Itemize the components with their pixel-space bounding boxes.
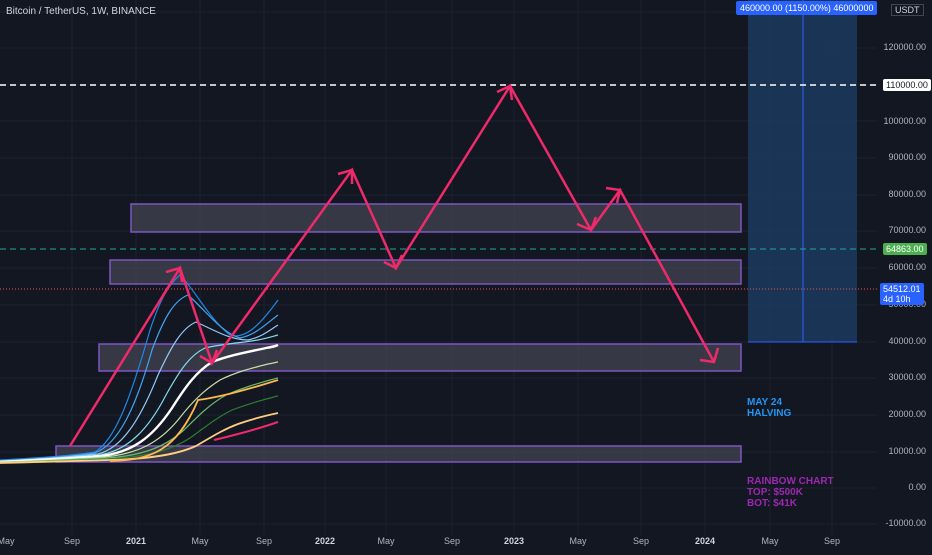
time-tick: May: [0, 536, 15, 546]
current-price-tag: 54512.01 4d 10h: [880, 283, 924, 305]
price-tick: 60000.00: [888, 262, 926, 272]
halving-note[interactable]: MAY 24 HALVING: [747, 397, 791, 419]
price-tick: -10000.00: [885, 518, 926, 528]
time-tick: May: [761, 536, 779, 546]
time-tick: May: [569, 536, 587, 546]
price-tick: 40000.00: [888, 336, 926, 346]
zone-bottom[interactable]: [55, 445, 742, 463]
measure-label: 460000.00 (1150.00%) 46000000: [736, 1, 878, 15]
halving-line-1: MAY 24: [747, 397, 783, 408]
time-tick: Sep: [63, 536, 81, 546]
price-tick: 30000.00: [888, 372, 926, 382]
rainbow-line-2: TOP: $500K: [747, 487, 803, 498]
chart-title: Bitcoin / TetherUS, 1W, BINANCE: [6, 6, 156, 17]
time-tick: 2022: [314, 536, 336, 546]
time-tick: 2023: [503, 536, 525, 546]
level-tag-110k: 110000.00: [883, 79, 931, 91]
price-tick: 120000.00: [883, 42, 926, 52]
price-tick: 20000.00: [888, 409, 926, 419]
rainbow-line-3: BOT: $41K: [747, 498, 798, 509]
time-tick: May: [191, 536, 209, 546]
bar-countdown: 4d 10h: [883, 294, 911, 304]
rainbow-note[interactable]: RAINBOW CHART TOP: $500K BOT: $41K: [747, 476, 834, 509]
current-price-value: 54512.01: [883, 284, 921, 294]
price-tick: 10000.00: [888, 446, 926, 456]
time-tick: Sep: [632, 536, 650, 546]
halving-line-2: HALVING: [747, 408, 792, 419]
zone-middle[interactable]: [109, 259, 742, 285]
time-tick: Sep: [443, 536, 461, 546]
time-tick: 2021: [125, 536, 147, 546]
time-tick: Sep: [255, 536, 273, 546]
arrow-heads: [165, 84, 720, 365]
time-tick: May: [377, 536, 395, 546]
time-tick: Sep: [823, 536, 841, 546]
rainbow-line-1: RAINBOW CHART: [747, 476, 834, 487]
price-tick: 90000.00: [888, 152, 926, 162]
unit-selector[interactable]: USDT: [891, 4, 924, 16]
price-tick: 0.00: [908, 482, 926, 492]
time-tick: 2024: [694, 536, 716, 546]
price-tick: 70000.00: [888, 225, 926, 235]
zone-lower[interactable]: [98, 343, 742, 372]
price-tick: 80000.00: [888, 189, 926, 199]
zone-upper[interactable]: [130, 203, 742, 233]
price-tick: 100000.00: [883, 116, 926, 126]
level-tag-64863: 64863.00: [883, 243, 927, 255]
time-axis[interactable]: May Sep 2021 May Sep 2022 May Sep 2023 M…: [0, 535, 932, 550]
